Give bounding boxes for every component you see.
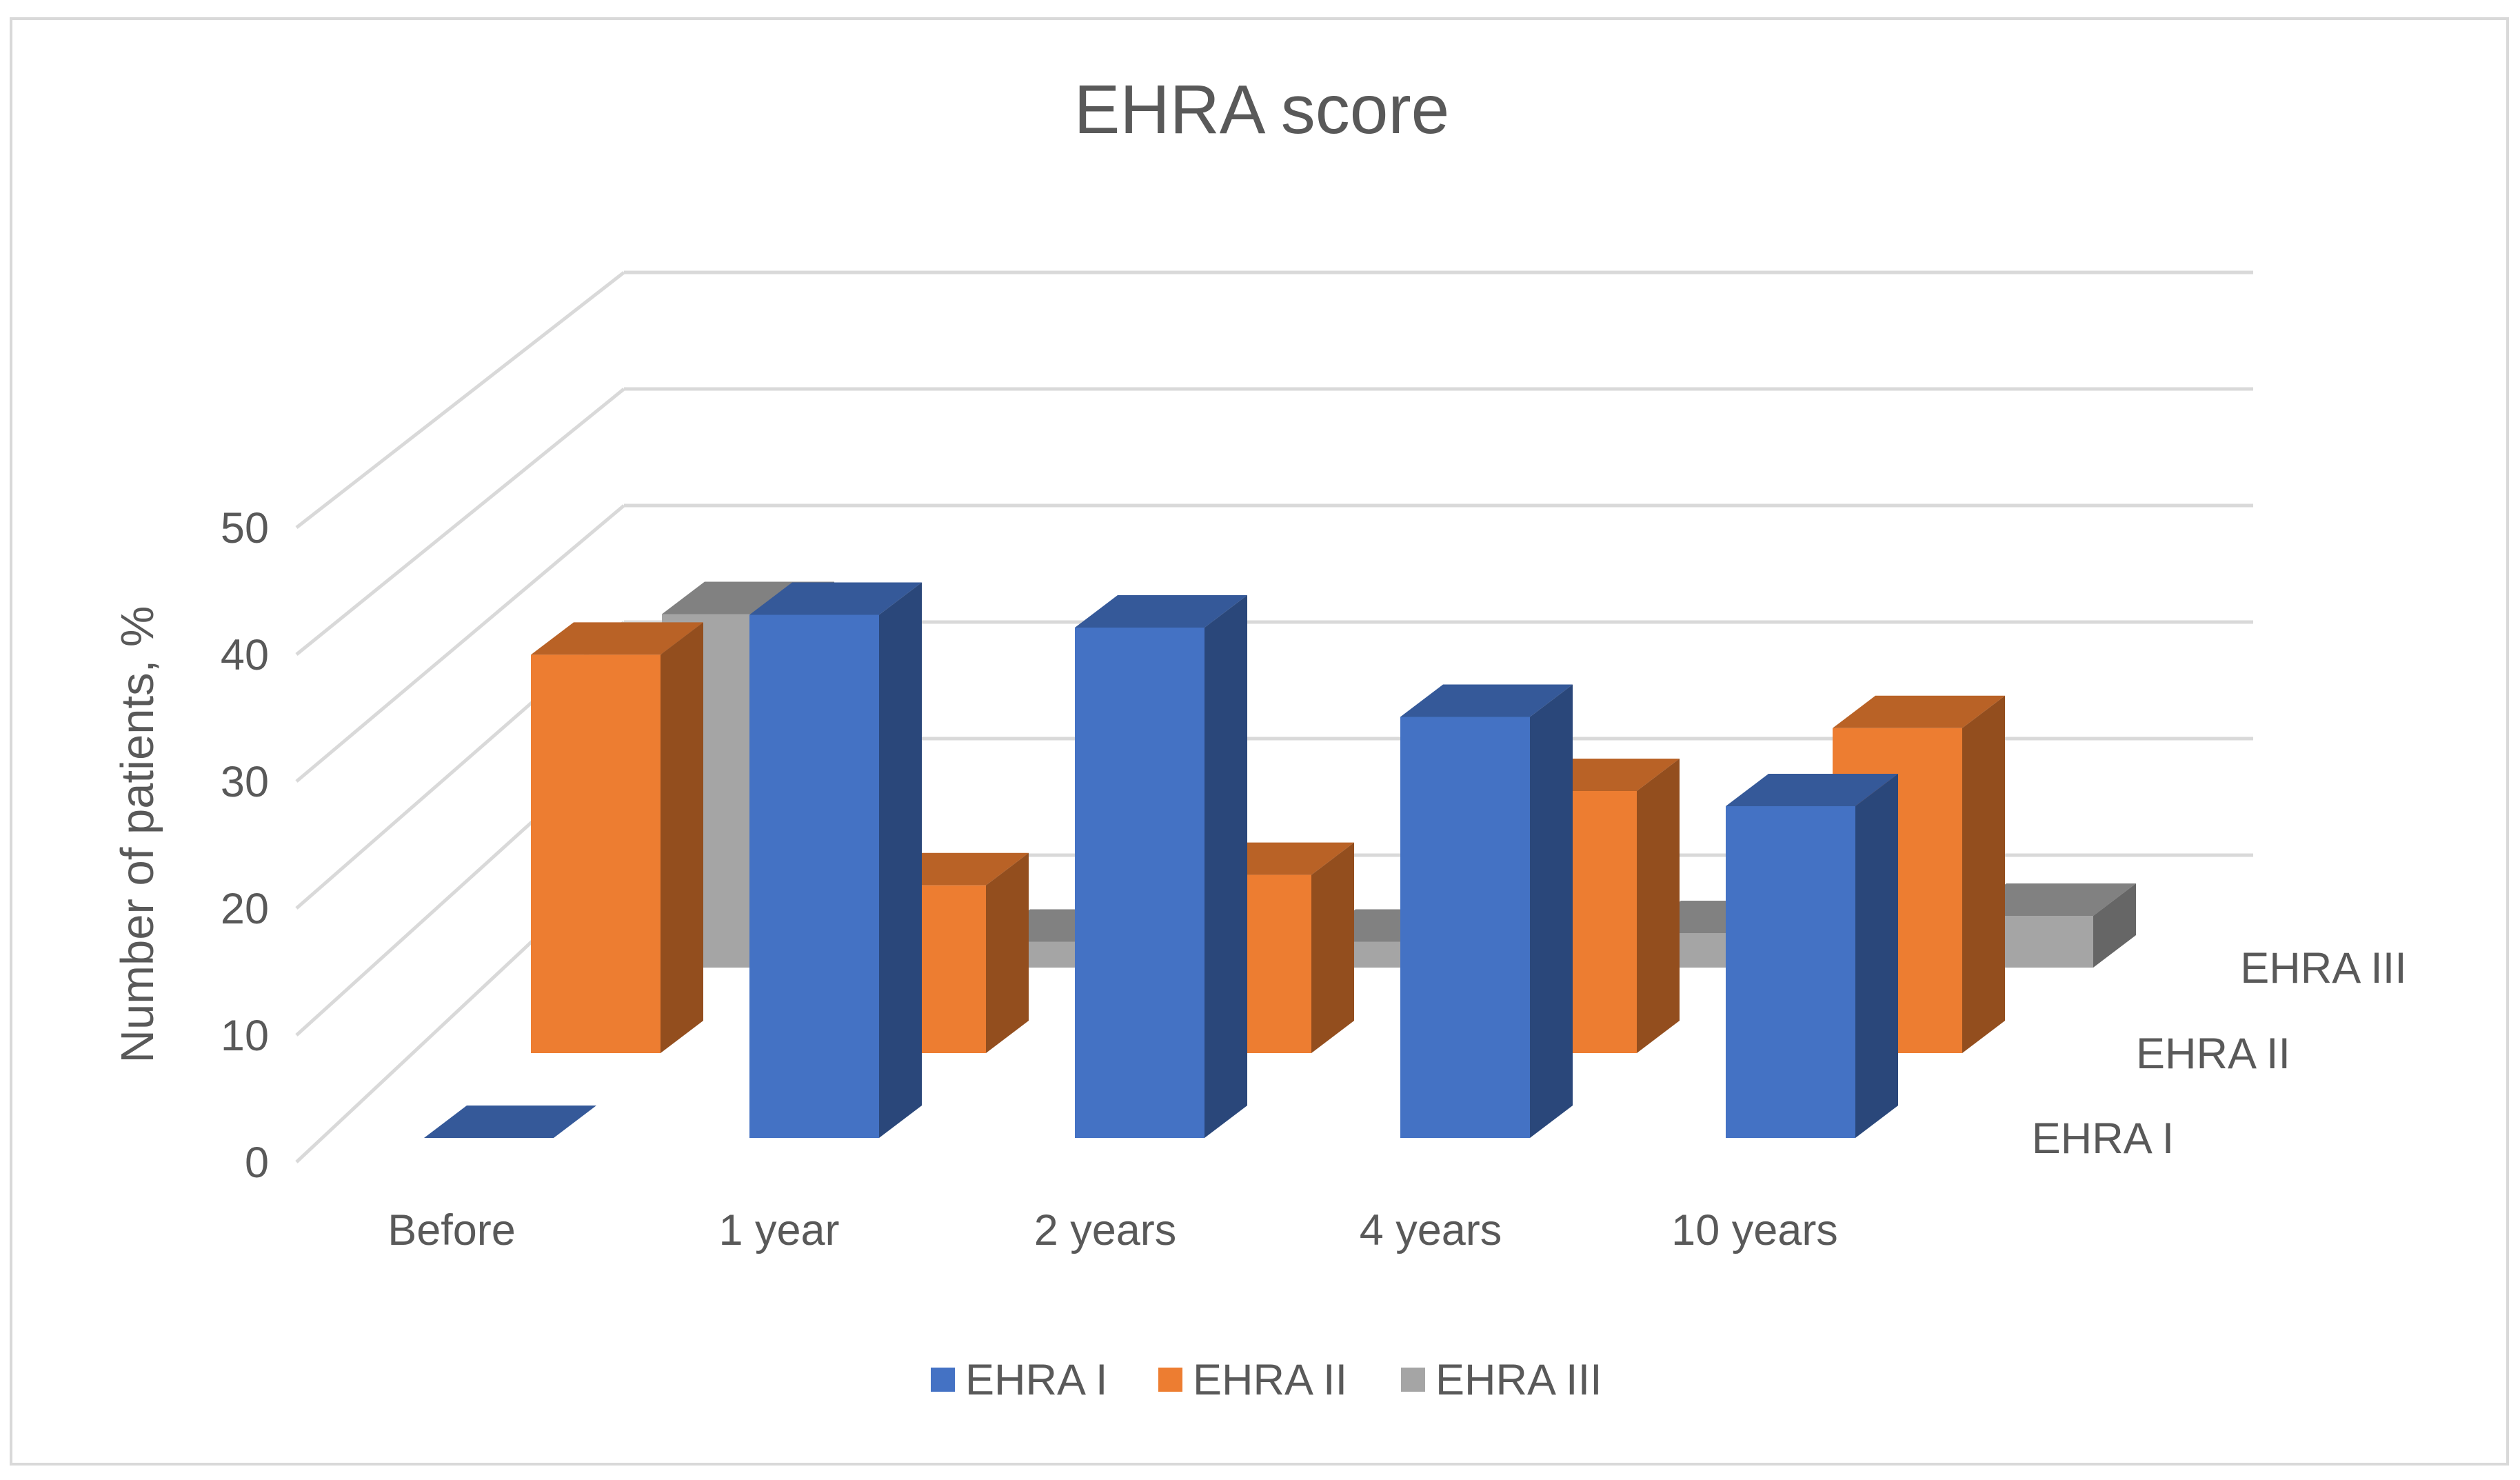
bar-top-face [1400,684,1573,717]
bar-side-face [2093,883,2136,968]
y-tick-label: 50 [221,504,269,552]
bar-top-face [531,622,703,655]
legend-swatch [1401,1368,1425,1392]
depth-axis-label: EHRA III [2240,944,2407,992]
x-tick-label: Before [387,1206,516,1254]
bar-side-face [1962,695,2005,1053]
bar-ehra-i-1 [749,582,922,1138]
bar-ehra-i-0 [424,1106,596,1138]
bar-top-face [1964,883,2136,916]
gridline-wall-50 [295,271,625,529]
bar-side-face [661,622,703,1053]
x-tick-label: 1 year [718,1206,839,1254]
bar-side-face [1855,774,1898,1138]
y-tick-label: 20 [221,885,269,933]
depth-axis-labels: EHRA I EHRA II EHRA III [2032,944,2407,1163]
legend-item: EHRA III [1401,1356,1602,1404]
legend-swatch [931,1368,955,1392]
bar-side-face [1637,759,1680,1053]
legend-swatch [1158,1368,1182,1392]
bar-top-face [1075,595,1247,628]
y-axis-ticks: 0 10 20 30 40 50 [221,504,269,1187]
x-tick-label: 2 years [1034,1206,1177,1254]
legend-item: EHRA II [1158,1356,1347,1404]
bar-side-face [1530,684,1573,1138]
legend-label: EHRA II [1193,1356,1347,1404]
bar-front-face [531,654,661,1053]
x-tick-label: 4 years [1360,1206,1502,1254]
gridline-wall-30 [295,504,625,783]
bar-side-face [986,852,1029,1053]
y-tick-label: 10 [221,1012,269,1060]
bar-ehra-ii-0 [531,622,703,1053]
legend-label: EHRA III [1435,1356,1602,1404]
depth-axis-label: EHRA I [2032,1114,2175,1163]
bar-side-face [1204,595,1247,1138]
bar-ehra-i-3 [1400,684,1573,1138]
bar-front-face [749,614,879,1138]
y-tick-label: 40 [221,631,269,679]
bar-top-face [1726,774,1898,806]
bar-side-face [1311,842,1354,1053]
bar-ehra-i-4 [1726,774,1898,1138]
bars [424,581,2136,1138]
bar-top-face [424,1106,596,1138]
bar-front-face [1400,717,1530,1138]
chart-frame [10,17,2509,1466]
bar-front-face [1075,628,1204,1138]
legend-item: EHRA I [931,1356,1108,1404]
y-tick-label: 30 [221,758,269,806]
bar-front-face [1726,806,1855,1138]
bar-ehra-i-2 [1075,595,1247,1138]
y-tick-label: 0 [245,1139,269,1187]
gridline-wall-40 [295,388,625,656]
x-tick-label: 10 years [1671,1206,1838,1254]
bar-side-face [879,582,922,1138]
bar-top-face [749,582,922,615]
y-axis-label: Number of patients, % [112,606,163,1063]
legend-label: EHRA I [965,1356,1108,1404]
bar-top-face [1833,695,2005,728]
chart-title: EHRA score [1074,71,1450,148]
x-axis-ticks: Before 1 year 2 years 4 years 10 years [387,1206,1838,1254]
depth-axis-label: EHRA II [2136,1030,2290,1078]
legend: EHRA I EHRA II EHRA III [931,1356,1602,1404]
